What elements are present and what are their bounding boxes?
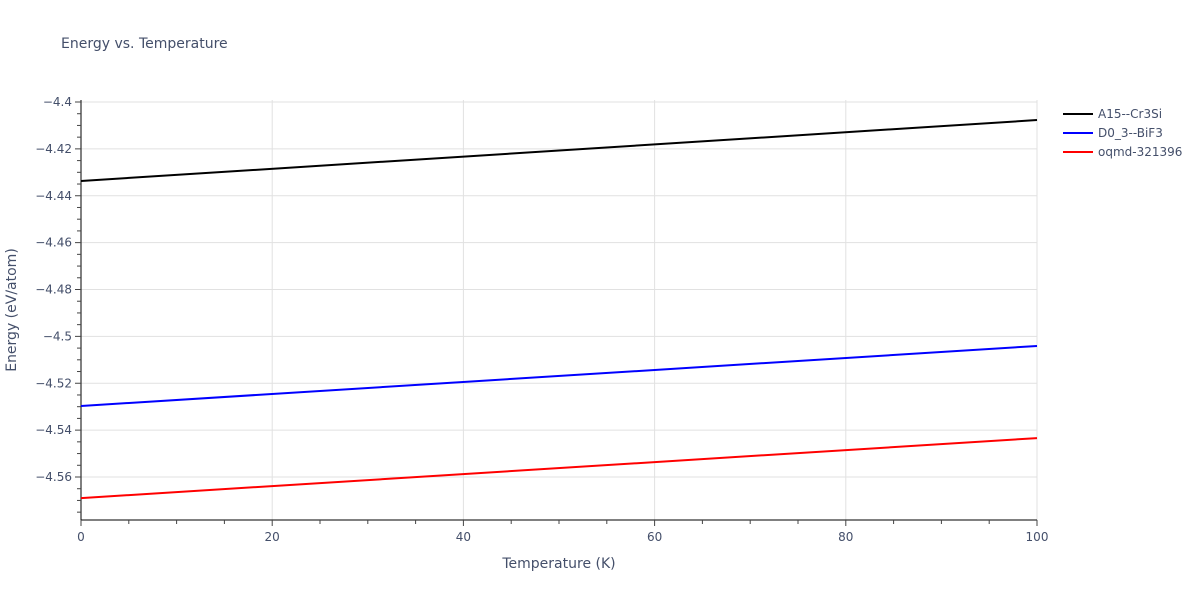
series-line[interactable] [80,119,1038,182]
legend-label: A15--Cr3Si [1098,107,1162,121]
legend-label: D0_3--BiF3 [1098,126,1163,140]
x-tick-label: 100 [1026,530,1049,544]
x-tick-label: 0 [77,530,85,544]
x-tick-label: 20 [265,530,280,544]
series-line[interactable] [80,437,1038,500]
y-tick-label: −4.42 [35,142,72,156]
y-tick-label: −4.44 [35,189,72,203]
grid-lines [81,100,1038,520]
data-series [80,119,1038,500]
y-tick-label: −4.56 [35,470,72,484]
legend-item[interactable]: oqmd-321396 [1063,145,1182,159]
y-tick-label: −4.4 [43,95,72,109]
legend-item[interactable]: D0_3--BiF3 [1063,126,1163,140]
legend-item[interactable]: A15--Cr3Si [1063,107,1162,121]
y-axis-title: Energy (eV/atom) [4,248,20,372]
x-tick-label: 60 [647,530,662,544]
x-tick-label: 40 [456,530,471,544]
x-tick-label: 80 [838,530,853,544]
legend: A15--Cr3Si D0_3--BiF3 oqmd-321396 [1063,107,1182,159]
y-tick-label: −4.46 [35,236,72,250]
legend-label: oqmd-321396 [1098,145,1182,159]
axes: 0 20 40 60 80 100 −4.4 −4.42 −4.44 −4.46 −4.48 −4.5… [35,95,1048,544]
series-line[interactable] [80,344,1038,407]
chart-title: Energy vs. Temperature [61,36,228,52]
x-axis-title: Temperature (K) [501,556,615,572]
y-tick-label: −4.48 [35,283,72,297]
y-tick-label: −4.5 [43,329,72,343]
y-tick-label: −4.54 [35,423,72,437]
y-tick-label: −4.52 [35,376,72,390]
